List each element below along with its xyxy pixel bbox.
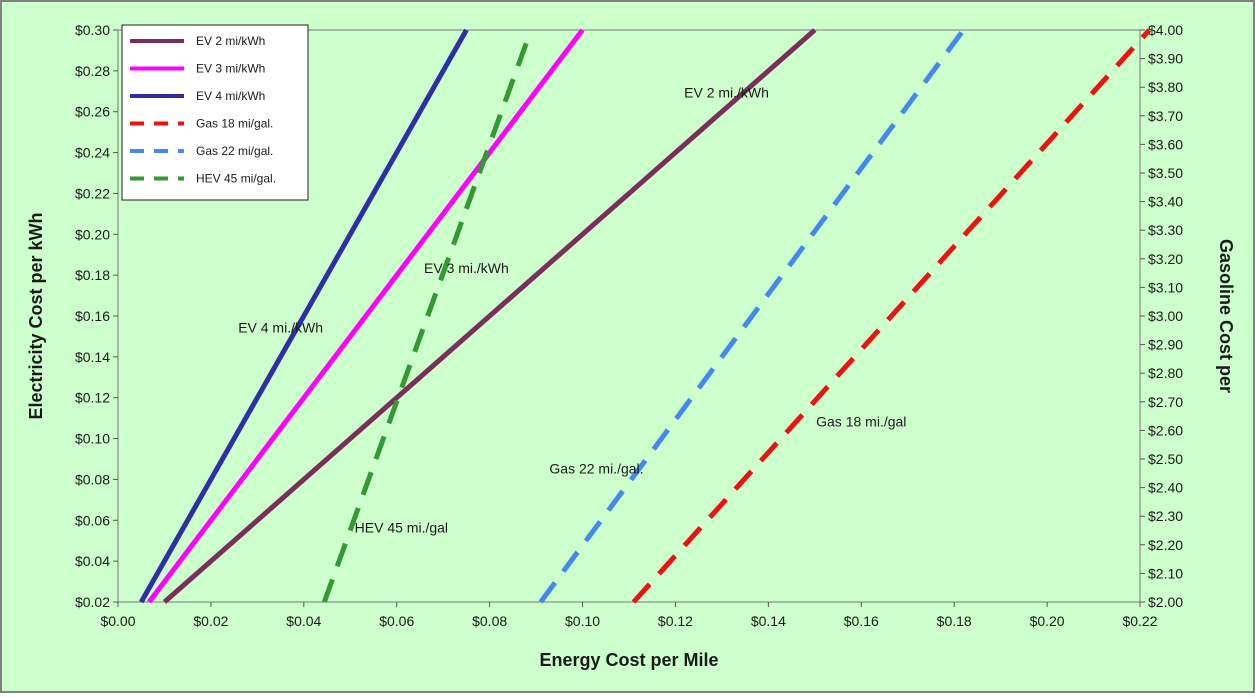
y2-tick-label: $2.40 [1148, 480, 1183, 496]
y2-tick-label: $2.80 [1148, 365, 1183, 381]
y-tick-label: $0.22 [75, 185, 110, 201]
x-tick-label: $0.10 [565, 613, 600, 629]
line-annotation: Gas 22 mi./gal. [549, 460, 643, 476]
line-annotation: Gas 18 mi./gal [816, 413, 906, 429]
y-tick-label: $0.14 [75, 349, 110, 365]
y2-tick-label: $3.20 [1148, 251, 1183, 267]
y-tick-label: $0.04 [75, 553, 110, 569]
x-tick-label: $0.18 [937, 613, 972, 629]
line-annotation: EV 3 mi./kWh [424, 260, 509, 276]
y2-tick-label: $2.10 [1148, 565, 1183, 581]
y-tick-label: $0.08 [75, 471, 110, 487]
y2-tick-label: $3.30 [1148, 222, 1183, 238]
energy-cost-chart: $0.00 $0.02 $0.04 $0.06 $0.08 $0.10 $0.12 $0.14… [0, 0, 1255, 693]
x-tick-label: $0.16 [844, 613, 879, 629]
y-axis-title: Electricity Cost per kWh [26, 212, 46, 419]
legend-label: HEV 45 mi/gal. [196, 172, 276, 186]
y-tick-label: $0.24 [75, 145, 110, 161]
y2-tick-label: $3.00 [1148, 308, 1183, 324]
y-tick-label: $0.10 [75, 431, 110, 447]
y2-tick-label: $3.10 [1148, 279, 1183, 295]
y2-tick-label: $4.00 [1148, 22, 1183, 38]
y-tick-label: $0.12 [75, 390, 110, 406]
x-tick-label: $0.06 [379, 613, 414, 629]
x-tick-label: $0.02 [193, 613, 228, 629]
y-tick-label: $0.20 [75, 226, 110, 242]
y2-tick-label: $3.80 [1148, 79, 1183, 95]
y2-axis-title: Gasoline Cost per [1216, 239, 1236, 393]
y2-tick-label: $3.60 [1148, 136, 1183, 152]
y2-tick-label: $3.90 [1148, 51, 1183, 67]
y-tick-label: $0.30 [75, 22, 110, 38]
y2-tick-label: $2.30 [1148, 508, 1183, 524]
x-tick-label: $0.20 [1030, 613, 1065, 629]
line-annotation: EV 4 mi./kWh [238, 319, 323, 335]
y-tick-label: $0.16 [75, 308, 110, 324]
y2-tick-label: $3.50 [1148, 165, 1183, 181]
y-tick-label: $0.28 [75, 63, 110, 79]
legend-label: EV 3 mi/kWh [196, 62, 265, 76]
y2-tick-label: $2.00 [1148, 594, 1183, 610]
x-tick-label: $0.22 [1122, 613, 1157, 629]
x-tick-label: $0.14 [751, 613, 786, 629]
legend-label: Gas 18 mi/gal. [196, 117, 273, 131]
line-annotation: EV 2 mi./kWh [684, 84, 769, 100]
y2-tick-label: $3.70 [1148, 108, 1183, 124]
y2-tick-label: $2.70 [1148, 394, 1183, 410]
x-axis-title: Energy Cost per Mile [539, 650, 718, 670]
legend-label: Gas 22 mi/gal. [196, 144, 273, 158]
x-tick-label: $0.08 [472, 613, 507, 629]
y2-tick-label: $2.20 [1148, 537, 1183, 553]
y-tick-label: $0.18 [75, 267, 110, 283]
line-annotation: HEV 45 mi./gal [355, 520, 448, 536]
x-tick-label: $0.00 [100, 613, 135, 629]
y2-tick-label: $2.90 [1148, 337, 1183, 353]
x-tick-label: $0.12 [658, 613, 693, 629]
legend: EV 2 mi/kWh EV 3 mi/kWh EV 4 mi/kWh Gas 18 … [122, 25, 308, 200]
legend-label: EV 2 mi/kWh [196, 34, 265, 48]
y2-tick-label: $2.50 [1148, 451, 1183, 467]
y-tick-label: $0.26 [75, 104, 110, 120]
y2-tick-label: $2.60 [1148, 422, 1183, 438]
y-tick-label: $0.06 [75, 512, 110, 528]
chart-container: $0.00 $0.02 $0.04 $0.06 $0.08 $0.10 $0.12 $0.14… [0, 0, 1255, 693]
x-tick-label: $0.04 [286, 613, 321, 629]
y-tick-label: $0.02 [75, 594, 110, 610]
y2-tick-label: $3.40 [1148, 194, 1183, 210]
legend-label: EV 4 mi/kWh [196, 89, 265, 103]
